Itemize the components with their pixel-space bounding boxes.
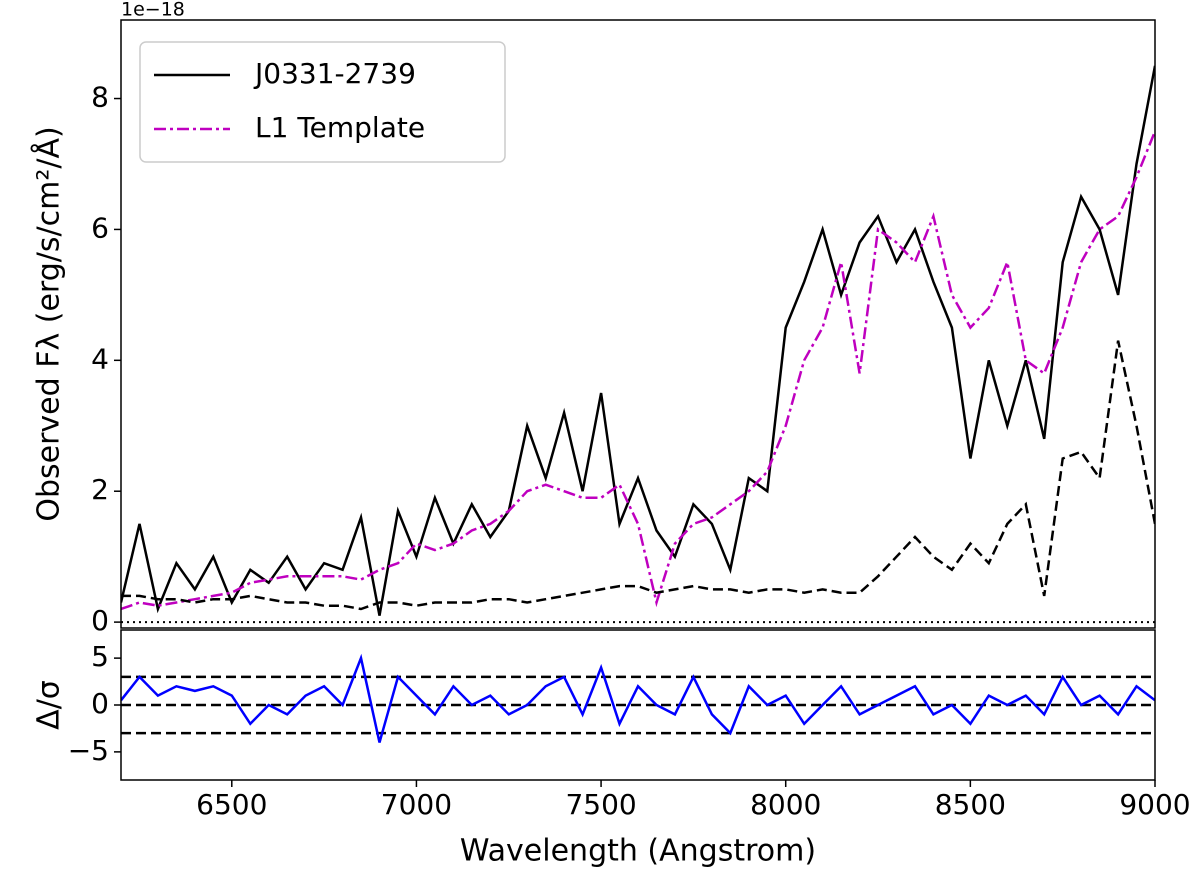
series-line	[121, 340, 1155, 611]
plot-area	[121, 653, 1155, 743]
y-offset-label: 1e−18	[121, 0, 185, 21]
y-tick-label: 2	[91, 473, 109, 506]
x-tick-label: 9000	[1119, 788, 1190, 821]
y-tick-label: 8	[91, 81, 109, 114]
x-tick-label: 7500	[565, 788, 636, 821]
y-tick-label: 4	[91, 342, 109, 375]
x-tick-label: 6500	[196, 788, 267, 821]
y-tick-label: 0	[91, 687, 109, 720]
series-line	[121, 130, 1155, 611]
legend-label: J0331-2739	[253, 57, 416, 90]
plot-area	[121, 65, 1155, 624]
x-tick-label: 7000	[381, 788, 452, 821]
y-axis-label: Δ/σ	[32, 680, 67, 730]
legend-box	[139, 41, 506, 163]
x-tick-label: 8000	[750, 788, 821, 821]
y-tick-label: 6	[91, 211, 109, 244]
y-tick-label: −5	[68, 734, 109, 767]
x-axis-label: Wavelength (Angstrom)	[460, 834, 816, 869]
series-line	[121, 65, 1155, 616]
series-line	[121, 653, 1155, 743]
axes-frame	[120, 19, 1156, 629]
y-tick-label: 0	[91, 604, 109, 637]
y-tick-label: 5	[91, 640, 109, 673]
legend-label: L1 Template	[255, 111, 425, 144]
y-axis-label: Observed Fλ (erg/s/cm²/Å)	[31, 126, 67, 521]
x-tick-label: 8500	[935, 788, 1006, 821]
